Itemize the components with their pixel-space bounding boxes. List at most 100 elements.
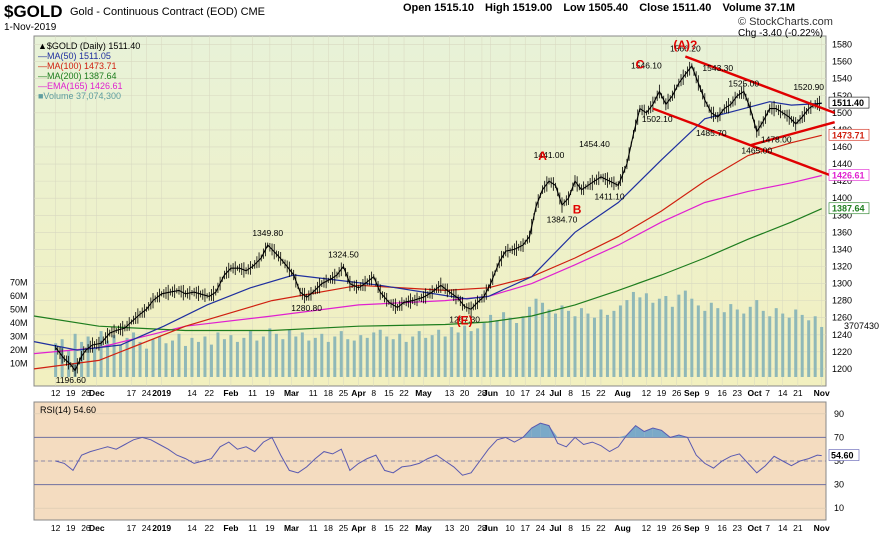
last-value-box xyxy=(828,169,870,181)
price-annotation: 1543.30 xyxy=(702,63,733,73)
x-tick-label: 21 xyxy=(793,388,803,398)
volume-bar xyxy=(748,306,752,377)
volume-bar xyxy=(541,302,545,377)
volume-tick-label: 40M xyxy=(10,318,28,328)
open-value: Open 1515.10 xyxy=(403,2,474,14)
price-tick-label: 1280 xyxy=(832,296,852,306)
rsi-overbought-fill xyxy=(644,427,653,438)
legend-ema165: —EMA(165) 1426.61 xyxy=(38,81,123,91)
volume-bar xyxy=(119,344,123,377)
volume-bar xyxy=(489,314,493,377)
x-tick-label: 10 xyxy=(505,388,515,398)
x-tick-label: Jul xyxy=(549,388,561,398)
x-tick-label: 19 xyxy=(657,388,667,398)
volume-bar xyxy=(248,331,252,377)
volume-bar xyxy=(508,317,512,377)
price-annotation: 1280.80 xyxy=(291,303,322,313)
price-pane: 1200 1220 1240 1260 1280 1300 1320 1340 1360 1380… xyxy=(10,35,879,387)
last-value-label: 1473.71 xyxy=(832,130,865,140)
rsi-overbought-fill xyxy=(540,423,550,438)
volume-bar xyxy=(638,297,642,377)
channel-line xyxy=(652,107,836,178)
volume-bar xyxy=(385,336,389,377)
volume-value: Volume 37.1M xyxy=(722,2,795,14)
volume-bar xyxy=(411,336,415,377)
rsi-tick-label: 70 xyxy=(834,432,844,442)
price-tick-label: 1340 xyxy=(832,244,852,254)
chart-symbol: $GOLD xyxy=(4,2,63,21)
price-tick-label: 1200 xyxy=(832,364,852,374)
volume-bar xyxy=(352,340,356,377)
volume-bar xyxy=(443,336,447,377)
volume-bar xyxy=(125,337,129,377)
x-tick-label: 17 xyxy=(520,523,530,533)
wave-label: B xyxy=(573,203,582,217)
x-tick-label: 11 xyxy=(248,523,257,533)
volume-bar xyxy=(417,331,421,377)
volume-bar xyxy=(463,325,467,377)
volume-bar xyxy=(450,327,454,377)
rsi-last-label: 54.60 xyxy=(831,451,854,461)
price-annotation: 1478.00 xyxy=(761,135,792,145)
price-tick-label: 1540 xyxy=(832,74,852,84)
x-tick-label: 8 xyxy=(371,388,376,398)
x-tick-label: 17 xyxy=(127,388,137,398)
x-tick-label: Nov xyxy=(814,523,830,533)
price-tick-label: 1440 xyxy=(832,159,852,169)
x-tick-label: 28 xyxy=(477,523,487,533)
x-tick-label: 20 xyxy=(460,388,470,398)
volume-bar xyxy=(761,310,765,377)
volume-bar xyxy=(722,312,726,377)
rsi-tick-label: 50 xyxy=(834,456,844,466)
x-tick-label: Jun xyxy=(483,523,498,533)
volume-bar xyxy=(502,312,506,377)
legend-ma50: —MA(50) 1511.05 xyxy=(38,51,111,61)
volume-bar xyxy=(554,313,558,377)
volume-bar xyxy=(690,298,694,377)
x-tick-label: 19 xyxy=(657,523,667,533)
volume-bar xyxy=(781,313,785,377)
legend-ma200: —MA(200) 1387.64 xyxy=(38,71,117,81)
x-tick-label: 14 xyxy=(187,388,197,398)
x-tick-label: 19 xyxy=(66,523,76,533)
volume-tick-label: 60M xyxy=(10,291,28,301)
volume-last-label: 3707430 xyxy=(844,321,879,331)
channel-line xyxy=(749,121,835,147)
volume-tick-label: 20M xyxy=(10,345,28,355)
volume-bar xyxy=(112,335,116,377)
volume-tick-label: 50M xyxy=(10,305,28,315)
price-tick-label: 1500 xyxy=(832,108,852,118)
price-annotation: 1196.60 xyxy=(56,375,86,385)
volume-bar xyxy=(437,329,441,377)
volume-bar xyxy=(547,309,551,377)
wave-label: (E) xyxy=(457,314,473,328)
x-tick-label: 18 xyxy=(324,388,334,398)
volume-bar xyxy=(287,329,291,377)
volume-bar xyxy=(300,332,304,377)
price-annotation: 1267.30 xyxy=(449,314,480,324)
volume-bar xyxy=(820,326,824,377)
legend-volume: ■Volume 37,074,300 xyxy=(38,91,121,101)
x-tick-label: May xyxy=(415,523,432,533)
wave-label: A xyxy=(538,149,547,163)
volume-bar xyxy=(378,329,382,377)
x-tick-label: Feb xyxy=(223,523,238,533)
exchange-name: CME xyxy=(240,6,266,18)
x-tick-label: 14 xyxy=(778,523,788,533)
x-tick-label: Jun xyxy=(483,388,498,398)
last-value-label: 1426.61 xyxy=(832,170,865,180)
volume-bar xyxy=(625,300,629,377)
price-tick-label: 1520 xyxy=(832,91,852,101)
volume-bar xyxy=(158,336,162,377)
legend-price: ▲$GOLD (Daily) 1511.40 xyxy=(38,41,141,51)
volume-bar xyxy=(469,331,473,377)
volume-tick-label: 10M xyxy=(10,359,28,369)
x-tick-label: 12 xyxy=(642,523,652,533)
rsi-overbought-fill xyxy=(549,425,558,438)
stockcharts-watermark[interactable]: © StockCharts.com xyxy=(738,16,833,28)
x-tick-label: 22 xyxy=(399,388,409,398)
volume-bar xyxy=(86,336,90,377)
x-tick-label: 16 xyxy=(717,523,727,533)
x-tick-label: 25 xyxy=(339,523,349,533)
volume-bar xyxy=(794,309,798,377)
